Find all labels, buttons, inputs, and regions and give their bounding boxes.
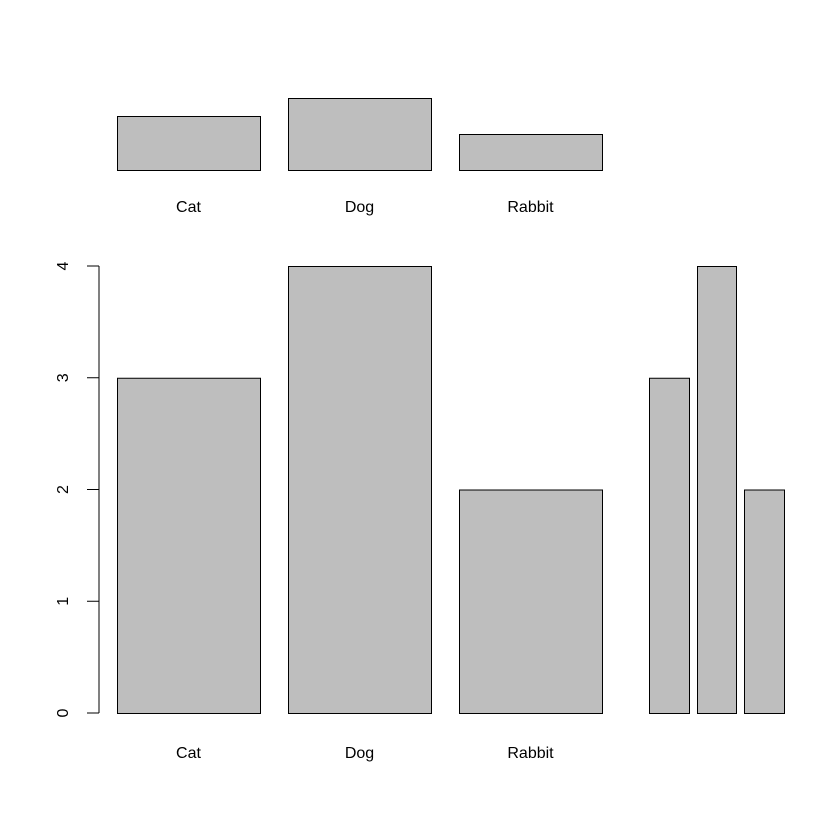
bar: [459, 489, 603, 714]
x-tick-label: Dog: [345, 199, 374, 216]
bar: [288, 266, 432, 714]
y-tick-label: 1: [55, 597, 72, 606]
y-tick-label: 4: [55, 261, 72, 270]
y-tick-label: 3: [55, 373, 72, 382]
bar: [288, 98, 432, 171]
x-tick-label: Dog: [345, 745, 374, 762]
bar: [117, 377, 261, 714]
x-tick-label: Cat: [176, 199, 201, 216]
bar: [697, 266, 737, 714]
x-tick-label: Cat: [176, 745, 201, 762]
bar: [649, 377, 690, 714]
x-tick-label: Rabbit: [507, 199, 554, 216]
y-tick-label: 2: [55, 485, 72, 494]
x-tick-label: Rabbit: [507, 745, 554, 762]
bar: [117, 116, 261, 171]
y-tick-label: 0: [55, 708, 72, 717]
bar: [744, 489, 785, 714]
bar: [459, 134, 603, 171]
